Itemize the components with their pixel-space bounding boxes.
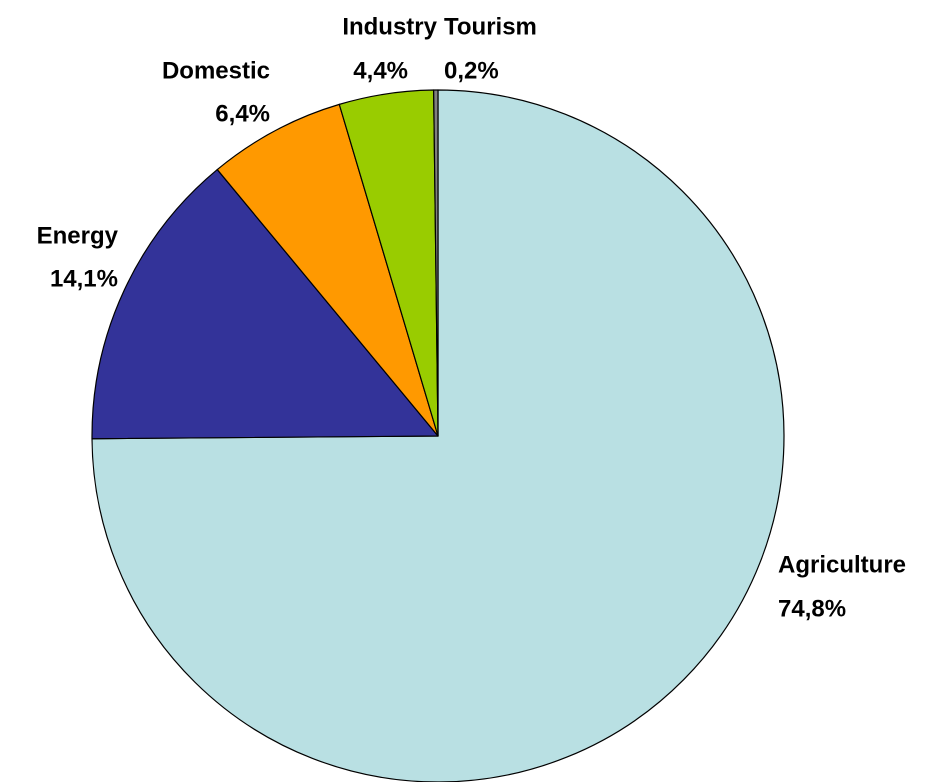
pie-slice (91, 168, 439, 440)
slice-label: Agriculture (778, 551, 906, 578)
slice-label: Industry (342, 13, 437, 40)
slice-value-label: 0,2% (444, 57, 499, 84)
slice-value-label: 14,1% (50, 265, 118, 292)
slice-value-label: 6,4% (215, 100, 270, 127)
pie-slice (91, 89, 785, 782)
slice-label: Tourism (444, 13, 537, 40)
slice-value-label: 4,4% (353, 57, 408, 84)
slice-label: Domestic (162, 57, 270, 84)
slice-label: Energy (37, 222, 119, 249)
pie-slice (216, 103, 439, 437)
slice-value-label: 74,8% (778, 595, 846, 622)
pie-slice (433, 89, 439, 437)
